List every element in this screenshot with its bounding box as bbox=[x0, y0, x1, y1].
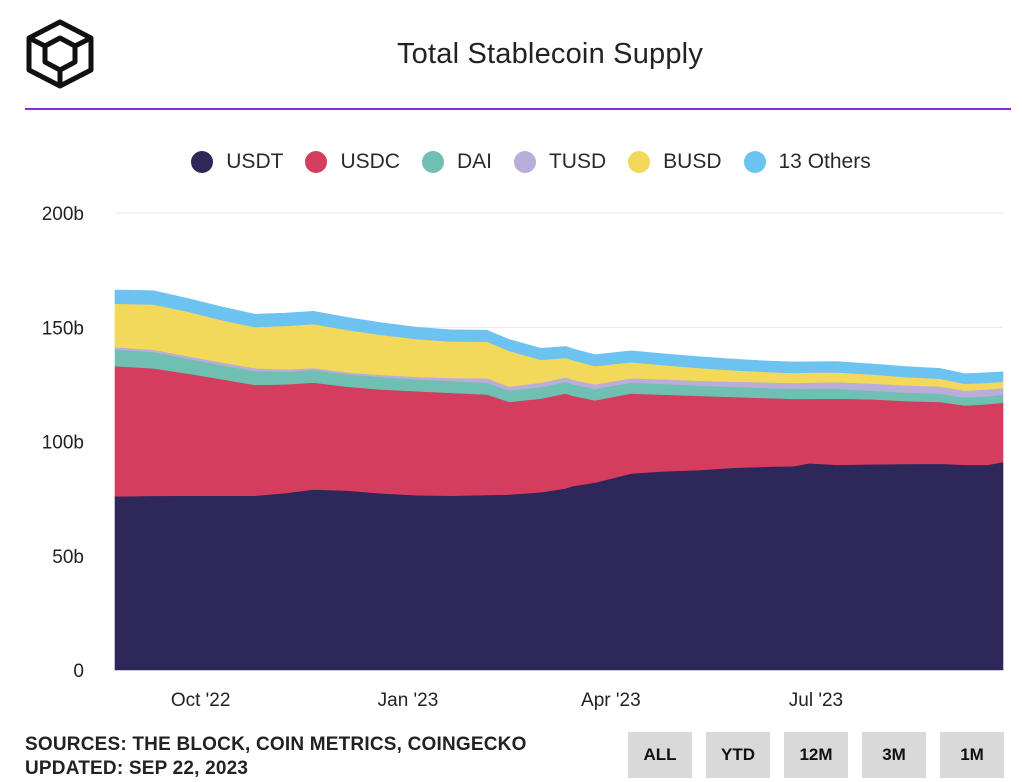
range-button-12m[interactable]: 12M bbox=[784, 732, 848, 778]
legend-item-tusd[interactable]: TUSD bbox=[513, 150, 607, 174]
updated-text: UPDATED: SEP 22, 2023 bbox=[25, 758, 249, 779]
legend-swatch bbox=[628, 151, 651, 173]
y-tick-label: 200b bbox=[42, 204, 84, 225]
legend-label: 13 Others bbox=[778, 150, 871, 173]
range-button-3m[interactable]: 3M bbox=[862, 732, 926, 778]
the-block-logo-icon bbox=[25, 18, 95, 90]
x-tick-label: Jul '23 bbox=[789, 690, 843, 711]
legend-label: USDC bbox=[340, 150, 400, 173]
sources-text: SOURCES: THE BLOCK, COIN METRICS, COINGE… bbox=[25, 734, 527, 755]
range-button-1m[interactable]: 1M bbox=[940, 732, 1004, 778]
y-tick-label: 100b bbox=[42, 433, 84, 454]
chart-footer: SOURCES: THE BLOCK, COIN METRICS, COINGE… bbox=[25, 733, 527, 781]
legend-item-busd[interactable]: BUSD bbox=[628, 150, 722, 174]
legend-item-usdt[interactable]: USDT bbox=[191, 150, 283, 174]
range-selector: ALL YTD 12M 3M 1M bbox=[628, 732, 1004, 778]
legend-swatch bbox=[743, 151, 766, 173]
legend-label: TUSD bbox=[548, 150, 607, 173]
area-series-13-others bbox=[114, 289, 1004, 384]
legend-swatch bbox=[191, 151, 214, 173]
x-tick-label: Apr '23 bbox=[581, 690, 641, 711]
legend-item-others[interactable]: 13 Others bbox=[743, 150, 871, 174]
range-button-ytd[interactable]: YTD bbox=[706, 732, 770, 778]
y-tick-label: 0 bbox=[73, 661, 84, 682]
legend-swatch bbox=[513, 151, 536, 173]
legend-label: BUSD bbox=[663, 150, 722, 173]
header-divider bbox=[25, 108, 1011, 110]
x-tick-label: Jan '23 bbox=[378, 690, 439, 711]
legend-label: DAI bbox=[456, 150, 492, 173]
y-tick-label: 50b bbox=[52, 547, 84, 568]
legend-swatch bbox=[305, 151, 328, 173]
x-tick-label: Oct '22 bbox=[171, 690, 231, 711]
chart-legend: USDT USDC DAI TUSD BUSD 13 Others bbox=[0, 150, 1022, 174]
range-button-all[interactable]: ALL bbox=[628, 732, 692, 778]
legend-label: USDT bbox=[226, 150, 284, 173]
legend-item-dai[interactable]: DAI bbox=[421, 150, 492, 174]
chart-title: Total Stablecoin Supply bbox=[396, 38, 704, 70]
legend-item-usdc[interactable]: USDC bbox=[305, 150, 400, 174]
y-tick-label: 150b bbox=[42, 318, 84, 339]
legend-swatch bbox=[421, 151, 444, 173]
